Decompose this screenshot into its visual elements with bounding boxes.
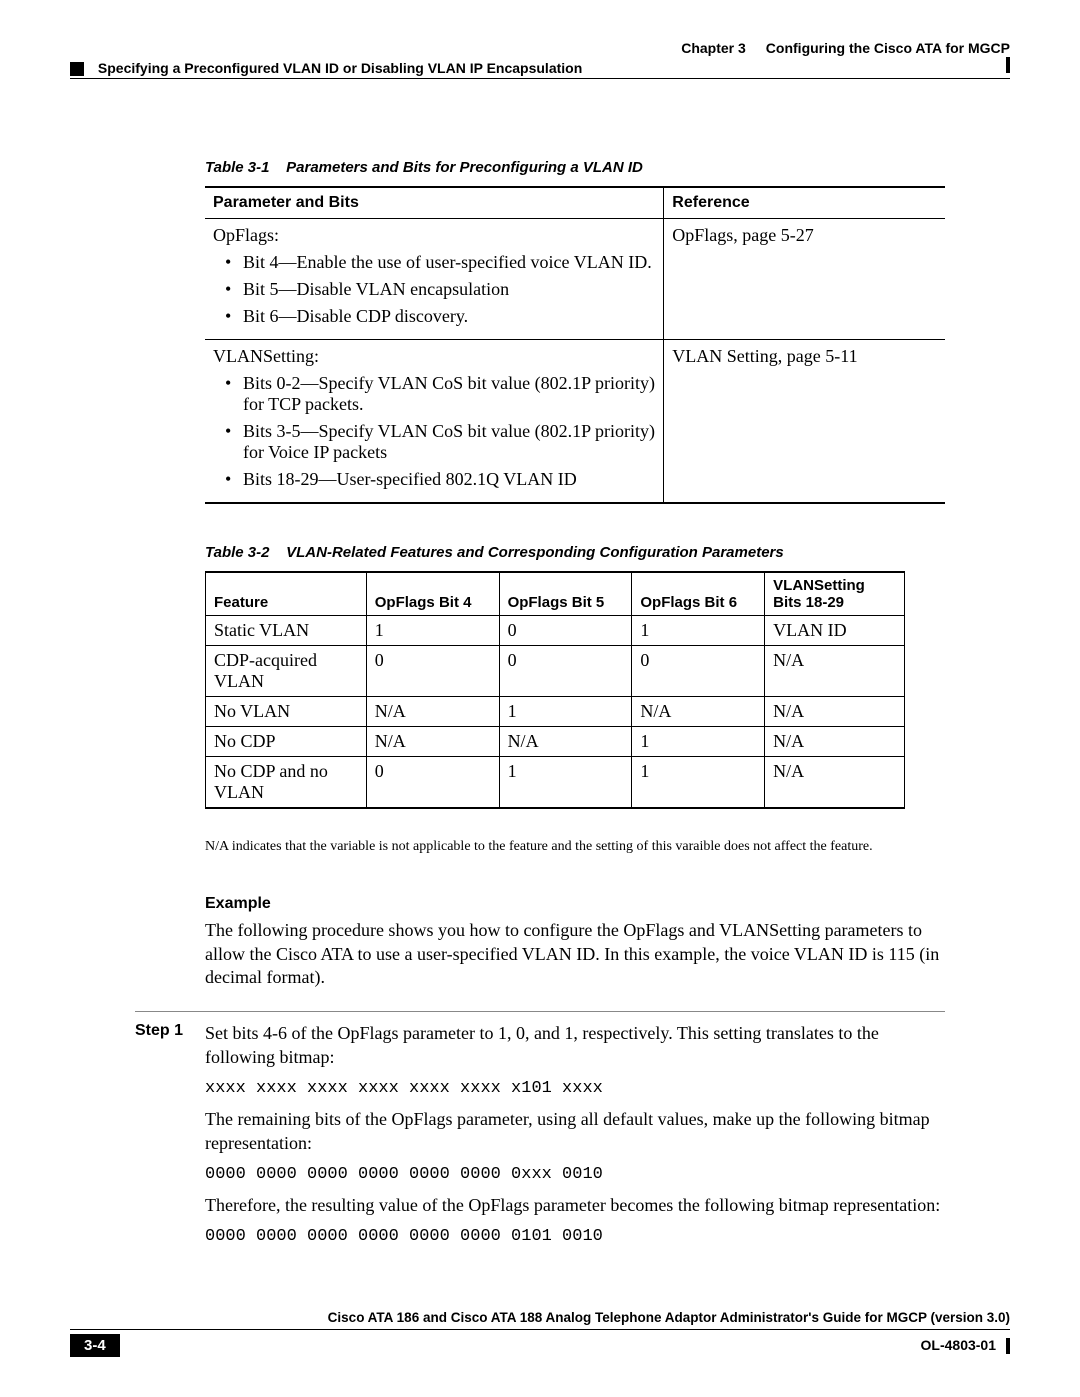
cell-c2: 1 bbox=[499, 697, 632, 727]
cell-c4: N/A bbox=[765, 697, 905, 727]
table31-row2-b1: Bits 0-2—Specify VLAN CoS bit value (802… bbox=[225, 373, 655, 415]
table31-caption: Table 3-1 Parameters and Bits for Precon… bbox=[205, 159, 945, 176]
table31-header-param: Parameter and Bits bbox=[205, 187, 664, 219]
table31-caption-text: Parameters and Bits for Preconfiguring a… bbox=[286, 159, 643, 176]
table32-header-c4b: Bits 18-29 bbox=[773, 594, 844, 611]
footer-book-title: Cisco ATA 186 and Cisco ATA 188 Analog T… bbox=[70, 1310, 1010, 1330]
table-row: No CDP and no VLAN 0 1 1 N/A bbox=[206, 757, 905, 809]
table31-row1-b3: Bit 6—Disable CDP discovery. bbox=[225, 306, 655, 327]
section-title-text: Specifying a Preconfigured VLAN ID or Di… bbox=[98, 60, 582, 76]
cell-c1: 1 bbox=[366, 616, 499, 646]
table31: Parameter and Bits Reference OpFlags: Bi… bbox=[205, 186, 945, 504]
table32-caption-label: Table 3-2 bbox=[205, 544, 269, 561]
table32-header-c3: OpFlags Bit 6 bbox=[632, 572, 765, 616]
table31-row2-param: VLANSetting: Bits 0-2—Specify VLAN CoS b… bbox=[205, 340, 664, 504]
step-label: Step 1 bbox=[135, 1022, 205, 1256]
table31-caption-label: Table 3-1 bbox=[205, 159, 269, 176]
table32-caption: Table 3-2 VLAN-Related Features and Corr… bbox=[205, 544, 945, 561]
cell-c3: 0 bbox=[632, 646, 765, 697]
square-icon bbox=[70, 62, 84, 76]
mono3: 0000 0000 0000 0000 0000 0000 0101 0010 bbox=[205, 1227, 945, 1246]
cell-c1: N/A bbox=[366, 727, 499, 757]
step-p1: Set bits 4-6 of the OpFlags parameter to… bbox=[205, 1022, 945, 1069]
example-heading: Example bbox=[205, 895, 945, 913]
step-p2: The remaining bits of the OpFlags parame… bbox=[205, 1108, 945, 1155]
cell-c3: 1 bbox=[632, 727, 765, 757]
cell-feature: No CDP and no VLAN bbox=[206, 757, 367, 809]
cell-feature: No CDP bbox=[206, 727, 367, 757]
header-marker-icon bbox=[1006, 57, 1010, 73]
footer-marker-icon bbox=[1006, 1338, 1010, 1354]
chapter-label: Chapter 3 bbox=[681, 40, 746, 56]
table31-row2-title: VLANSetting: bbox=[213, 346, 655, 367]
table31-row1-title: OpFlags: bbox=[213, 225, 655, 246]
section-title: Specifying a Preconfigured VLAN ID or Di… bbox=[70, 60, 1010, 79]
cell-c4: N/A bbox=[765, 727, 905, 757]
step-p3: Therefore, the resulting value of the Op… bbox=[205, 1194, 945, 1217]
table32: Feature OpFlags Bit 4 OpFlags Bit 5 OpFl… bbox=[205, 571, 905, 809]
step-block: Step 1 Set bits 4-6 of the OpFlags param… bbox=[135, 1011, 945, 1256]
footer: Cisco ATA 186 and Cisco ATA 188 Analog T… bbox=[70, 1310, 1010, 1357]
table31-row2-ref: VLAN Setting, page 5-11 bbox=[664, 340, 945, 504]
table32-header-c4a: VLANSetting bbox=[773, 577, 865, 594]
table31-row1-param: OpFlags: Bit 4—Enable the use of user-sp… bbox=[205, 219, 664, 340]
cell-feature: CDP-acquired VLAN bbox=[206, 646, 367, 697]
page: Chapter 3 Configuring the Cisco ATA for … bbox=[0, 0, 1080, 1397]
na-note: N/A indicates that the variable is not a… bbox=[205, 839, 945, 855]
cell-c1: 0 bbox=[366, 757, 499, 809]
cell-c2: 1 bbox=[499, 757, 632, 809]
cell-c4: N/A bbox=[765, 757, 905, 809]
doc-id-wrap: OL-4803-01 bbox=[921, 1337, 1010, 1355]
chapter-title: Configuring the Cisco ATA for MGCP bbox=[766, 40, 1010, 56]
page-number-badge: 3-4 bbox=[70, 1334, 120, 1357]
header-row: Chapter 3 Configuring the Cisco ATA for … bbox=[70, 40, 1010, 56]
table31-row2-b3: Bits 18-29—User-specified 802.1Q VLAN ID bbox=[225, 469, 655, 490]
table32-header-feature: Feature bbox=[206, 572, 367, 616]
mono2: 0000 0000 0000 0000 0000 0000 0xxx 0010 bbox=[205, 1165, 945, 1184]
cell-c3: 1 bbox=[632, 616, 765, 646]
example-p1: The following procedure shows you how to… bbox=[205, 919, 945, 989]
table32-caption-text: VLAN-Related Features and Corresponding … bbox=[286, 544, 784, 561]
table-row: CDP-acquired VLAN 0 0 0 N/A bbox=[206, 646, 905, 697]
cell-c2: N/A bbox=[499, 727, 632, 757]
cell-c4: N/A bbox=[765, 646, 905, 697]
doc-id: OL-4803-01 bbox=[921, 1337, 996, 1353]
cell-feature: Static VLAN bbox=[206, 616, 367, 646]
cell-c2: 0 bbox=[499, 616, 632, 646]
table31-header-ref: Reference bbox=[664, 187, 945, 219]
cell-c4: VLAN ID bbox=[765, 616, 905, 646]
cell-c3: 1 bbox=[632, 757, 765, 809]
content-area: Table 3-1 Parameters and Bits for Precon… bbox=[205, 159, 945, 1256]
cell-c1: 0 bbox=[366, 646, 499, 697]
table-row: No CDP N/A N/A 1 N/A bbox=[206, 727, 905, 757]
table32-header-c1: OpFlags Bit 4 bbox=[366, 572, 499, 616]
cell-feature: No VLAN bbox=[206, 697, 367, 727]
table31-row1-b1: Bit 4—Enable the use of user-specified v… bbox=[225, 252, 655, 273]
cell-c2: 0 bbox=[499, 646, 632, 697]
table-row: No VLAN N/A 1 N/A N/A bbox=[206, 697, 905, 727]
table32-header-c2: OpFlags Bit 5 bbox=[499, 572, 632, 616]
table-row: Static VLAN 1 0 1 VLAN ID bbox=[206, 616, 905, 646]
cell-c3: N/A bbox=[632, 697, 765, 727]
cell-c1: N/A bbox=[366, 697, 499, 727]
table31-row1-ref: OpFlags, page 5-27 bbox=[664, 219, 945, 340]
mono1: xxxx xxxx xxxx xxxx xxxx xxxx x101 xxxx bbox=[205, 1079, 945, 1098]
table31-row2-b2: Bits 3-5—Specify VLAN CoS bit value (802… bbox=[225, 421, 655, 463]
table32-header-c4: VLANSetting Bits 18-29 bbox=[765, 572, 905, 616]
table31-row1-b2: Bit 5—Disable VLAN encapsulation bbox=[225, 279, 655, 300]
step-body: Set bits 4-6 of the OpFlags parameter to… bbox=[205, 1022, 945, 1256]
